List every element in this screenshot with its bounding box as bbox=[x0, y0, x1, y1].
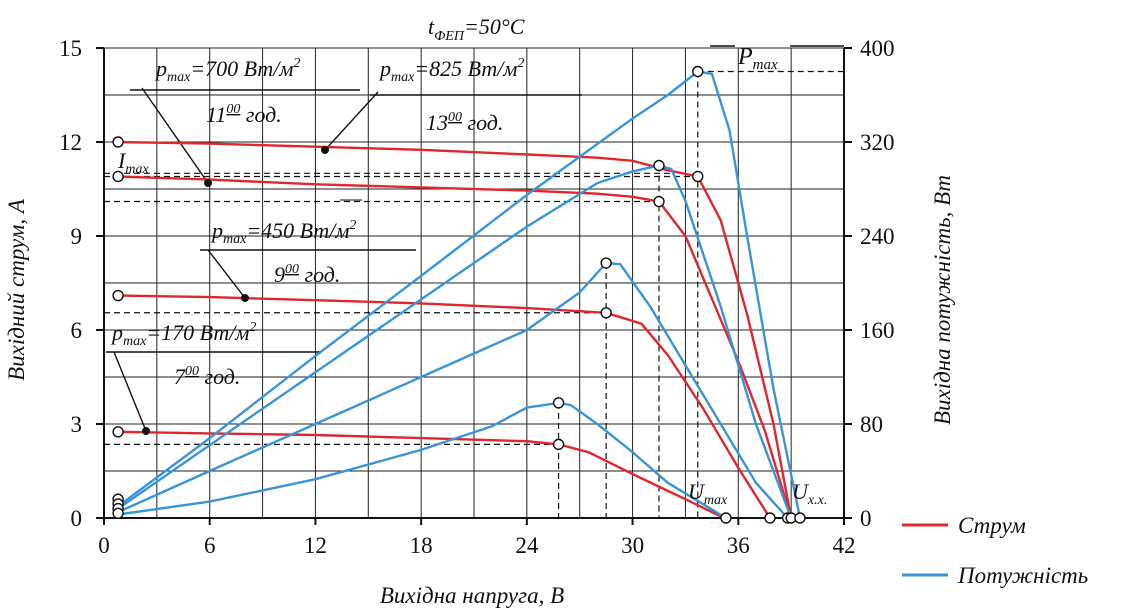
leader-700 bbox=[141, 87, 209, 184]
x-axis-label: Вихідна напруга, В bbox=[380, 583, 564, 608]
open-point-marker bbox=[112, 289, 124, 302]
y-left-tick-label: 15 bbox=[59, 36, 82, 61]
y-left-tick-label: 12 bbox=[59, 130, 82, 155]
open-point-marker bbox=[653, 159, 665, 172]
svg-text:pmax=825 Вт/м2: pmax=825 Вт/м2 bbox=[378, 56, 524, 85]
svg-text:700 год.: 700 год. bbox=[174, 364, 240, 389]
open-point-marker bbox=[552, 397, 565, 409]
y-right-tick-label: 400 bbox=[860, 36, 895, 61]
y-right-tick-label: 160 bbox=[860, 318, 895, 343]
y-left-tick-label: 6 bbox=[71, 318, 83, 343]
power-curve-4 bbox=[117, 70, 802, 519]
svg-text:pmax=170 Вт/м2: pmax=170 Вт/м2 bbox=[110, 320, 256, 349]
leader-825 bbox=[324, 91, 379, 151]
x-tick-label: 42 bbox=[833, 533, 856, 558]
annotation-pmax-170: pmax=170 Вт/м2 700 год. bbox=[110, 320, 256, 389]
open-point-marker bbox=[764, 512, 776, 524]
x-tick-label: 0 bbox=[98, 533, 110, 558]
annotation-pmax-825: pmax=825 Вт/м2 1300 год. bbox=[378, 56, 524, 135]
power-curve-5 bbox=[117, 164, 793, 519]
svg-text:pmax=450 Вт/м2: pmax=450 Вт/м2 bbox=[210, 218, 356, 247]
svg-text:900 год.: 900 год. bbox=[274, 262, 340, 287]
open-point-marker bbox=[112, 426, 124, 438]
x-tick-label: 18 bbox=[410, 533, 433, 558]
legend-label-current: Струм bbox=[958, 513, 1026, 538]
leader-450 bbox=[207, 249, 246, 299]
y-right-tick-label: 80 bbox=[860, 412, 883, 437]
open-point-marker bbox=[692, 170, 704, 183]
leader-dot bbox=[321, 146, 329, 154]
i-max-label: Imax bbox=[117, 148, 149, 177]
u-xx-label: Ux.x. bbox=[792, 479, 827, 508]
current-curve-0 bbox=[118, 140, 793, 519]
x-tick-label: 36 bbox=[727, 533, 750, 558]
chart-title: tФЕП=50°C bbox=[428, 14, 525, 44]
open-point-marker bbox=[653, 195, 665, 208]
y-right-tick-label: 0 bbox=[860, 506, 872, 531]
labels-layer: tФЕП=50°C Вихідна напруга, В Вихідний ст… bbox=[4, 14, 955, 608]
open-point-marker bbox=[112, 136, 124, 148]
dashed-guides bbox=[104, 45, 844, 518]
open-point-marker bbox=[112, 507, 124, 519]
open-point-marker bbox=[692, 65, 704, 78]
svg-text:pmax=700 Вт/м2: pmax=700 Вт/м2 bbox=[154, 56, 300, 85]
y-right-tick-label: 320 bbox=[860, 130, 895, 155]
x-tick-label: 6 bbox=[204, 533, 216, 558]
leader-dot bbox=[241, 294, 249, 302]
y-right-tick-label: 240 bbox=[860, 224, 895, 249]
open-point-marker bbox=[112, 170, 124, 183]
annotation-pmax-450: pmax=450 Вт/м2 900 год. bbox=[210, 218, 356, 287]
x-tick-label: 12 bbox=[304, 533, 327, 558]
annotation-pmax-700: pmax=700 Вт/м2 1100 год. bbox=[154, 56, 300, 127]
open-point-marker bbox=[600, 307, 612, 319]
open-point-marker bbox=[600, 257, 612, 269]
legend-label-power: Потужність bbox=[957, 563, 1088, 588]
y-left-axis-label: Вихідний струм, А bbox=[4, 198, 29, 381]
x-tick-label: 30 bbox=[621, 533, 644, 558]
open-point-marker bbox=[794, 512, 806, 524]
y-left-tick-label: 0 bbox=[71, 506, 83, 531]
leader-dot bbox=[204, 179, 212, 187]
svg-text:1300 год.: 1300 год. bbox=[426, 110, 503, 135]
y-left-tick-label: 3 bbox=[71, 412, 83, 437]
u-max-label: Umax bbox=[688, 479, 728, 508]
p-max-label: Pmax bbox=[737, 44, 778, 73]
power-curve-7 bbox=[117, 401, 727, 520]
current-curve-3 bbox=[118, 430, 725, 520]
y-right-axis-label: Вихідна потужність, Вт bbox=[930, 175, 955, 425]
markers-layer bbox=[112, 65, 806, 524]
open-point-marker bbox=[720, 512, 732, 524]
x-tick-label: 24 bbox=[515, 533, 539, 558]
leader-170 bbox=[113, 351, 147, 432]
legend: Струм Потужність bbox=[902, 513, 1088, 588]
svg-text:1100 год.: 1100 год. bbox=[206, 102, 282, 127]
open-point-marker bbox=[552, 438, 565, 451]
y-left-tick-label: 9 bbox=[71, 224, 83, 249]
leader-dot bbox=[142, 427, 150, 435]
